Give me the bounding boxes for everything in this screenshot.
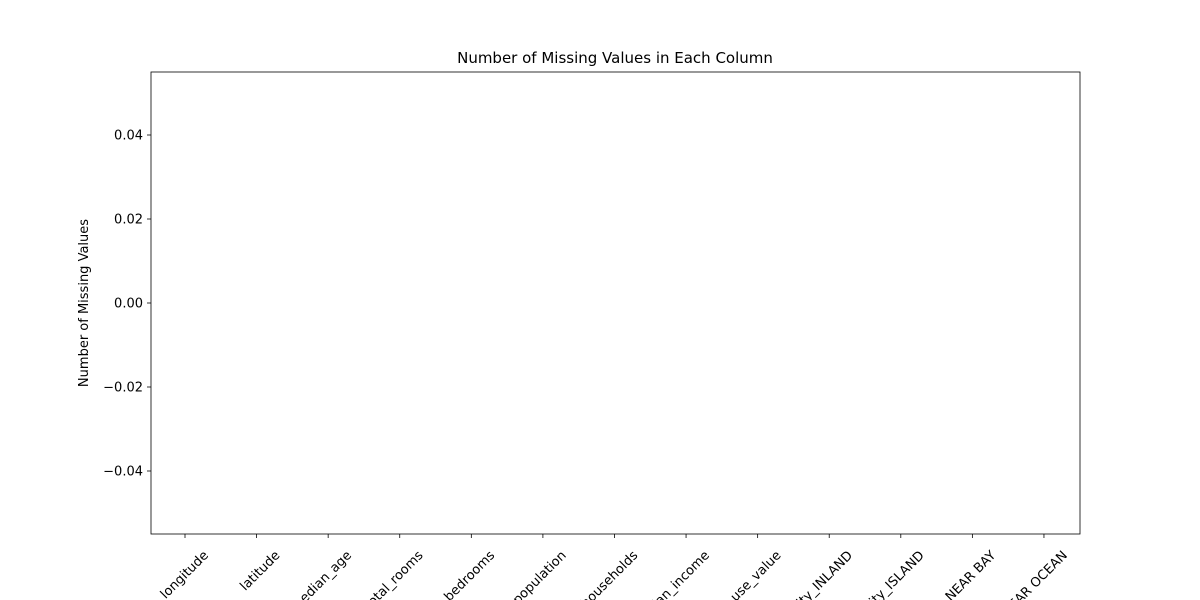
- y-tick-label: 0.00: [114, 297, 143, 312]
- x-tick-label: households: [578, 548, 641, 600]
- x-tick-label: edian_age: [297, 548, 355, 600]
- plot-frame: [150, 71, 1081, 535]
- chart-title: Number of Missing Values in Each Column: [457, 49, 773, 67]
- y-tick-label: −0.02: [103, 381, 143, 396]
- x-tick-label: use_value: [728, 548, 785, 600]
- x-tick-label: ity_INLAND: [794, 548, 856, 600]
- y-tick-label: 0.02: [114, 213, 143, 228]
- x-tick-label: longitude: [158, 548, 212, 600]
- y-axis-label: Number of Missing Values: [77, 219, 92, 387]
- x-tick-label: ity_ISLAND: [867, 548, 928, 600]
- x-tick-label: NEAR BAY: [943, 548, 999, 600]
- x-tick-label: population: [510, 548, 570, 600]
- x-tick-label: bedrooms: [442, 548, 499, 600]
- x-tick-label: otal_rooms: [365, 548, 426, 600]
- y-tick-label: 0.04: [114, 129, 143, 144]
- y-tick-label: −0.04: [103, 465, 143, 480]
- x-tick-label: latitude: [238, 548, 284, 594]
- x-tick-label: EAR OCEAN: [1006, 548, 1071, 600]
- x-tick-label: ian_income: [650, 548, 713, 600]
